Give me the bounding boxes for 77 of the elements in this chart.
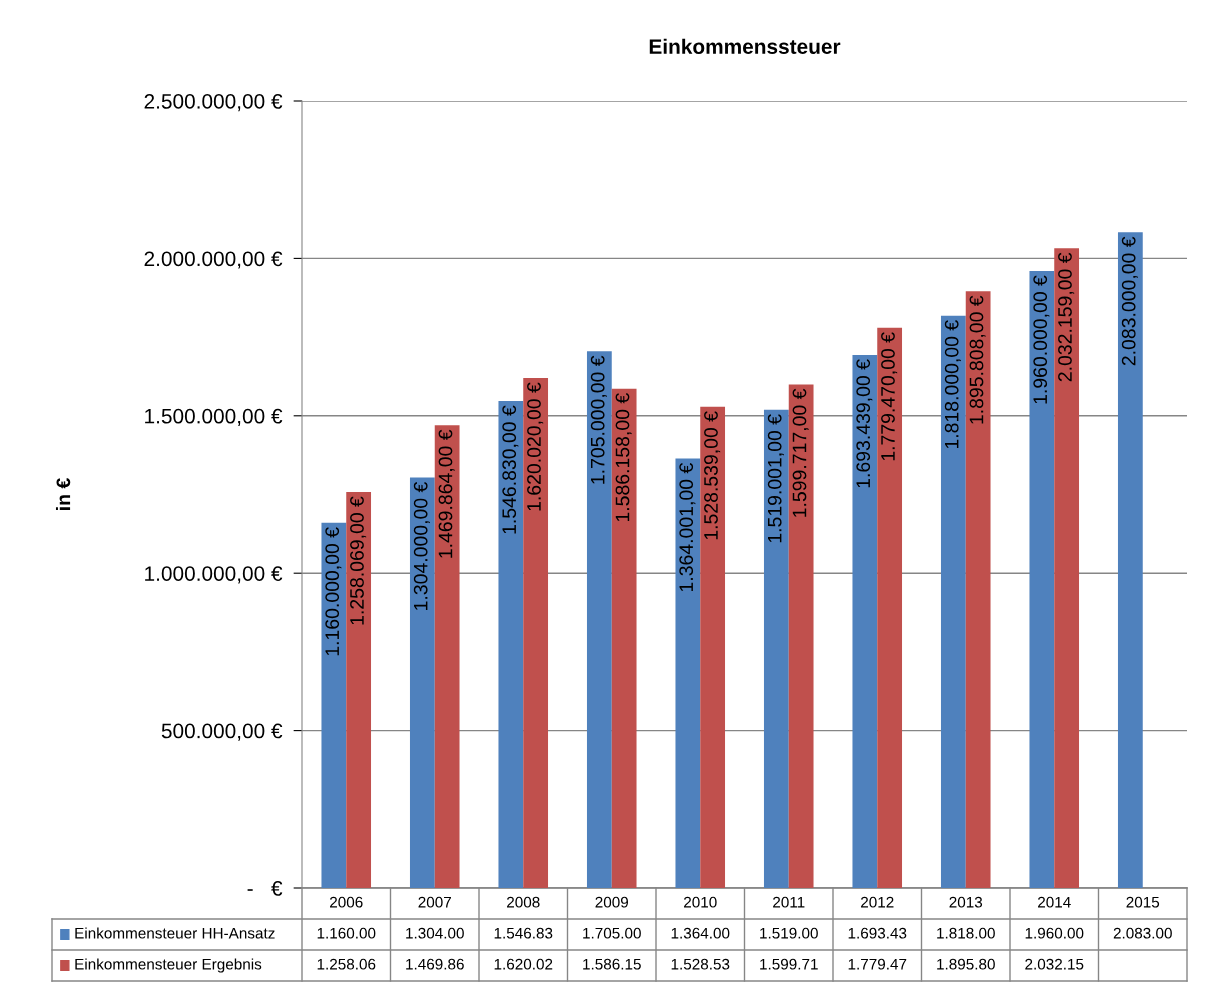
bar bbox=[1054, 248, 1080, 888]
text: 1.818.00 bbox=[937, 927, 995, 939]
x-tick-label: 2009 bbox=[595, 896, 629, 908]
text: 2.032.15 bbox=[1025, 958, 1084, 970]
data-label: 1.258.069,00 € bbox=[350, 496, 367, 625]
x-tick-label: 2010 bbox=[684, 896, 717, 908]
text: 1.528.53 bbox=[671, 958, 730, 970]
x-tick-label: 2013 bbox=[949, 896, 983, 908]
bar bbox=[409, 477, 435, 888]
data-label: 1.160.000,00 € bbox=[325, 527, 342, 656]
legend-label: Einkommensteuer HH-Ansatz bbox=[75, 927, 275, 939]
bar bbox=[434, 425, 460, 888]
bar bbox=[700, 406, 726, 888]
data-label: 1.599.717,00 € bbox=[792, 388, 809, 517]
data-label: 1.586.158,00 € bbox=[615, 393, 632, 522]
y-axis-title: in € bbox=[55, 478, 71, 510]
data-label: 1.960.000,00 € bbox=[1033, 275, 1050, 404]
bar bbox=[1117, 232, 1143, 888]
x-tick-label: 2012 bbox=[861, 896, 894, 908]
data-label: 1.546.830,00 € bbox=[502, 405, 519, 534]
data-label: 1.620.020,00 € bbox=[527, 382, 544, 511]
data-label: 1.519.001,00 € bbox=[767, 414, 784, 543]
data-label: 1.304.000,00 € bbox=[413, 481, 430, 610]
data-label: 1.705.000,00 € bbox=[590, 355, 607, 484]
chart-title: Einkommenssteuer bbox=[649, 38, 841, 54]
bar bbox=[940, 315, 966, 888]
bar bbox=[1029, 270, 1055, 888]
data-label: 1.469.864,00 € bbox=[438, 429, 455, 558]
x-tick-label: 2011 bbox=[773, 896, 805, 908]
text: 1.779.47 bbox=[848, 958, 907, 970]
bar bbox=[852, 354, 878, 888]
bar bbox=[788, 384, 814, 888]
text: 1.895.80 bbox=[937, 958, 995, 970]
bar bbox=[675, 458, 701, 888]
bar bbox=[346, 491, 372, 888]
data-label: 1.364.001,00 € bbox=[679, 463, 696, 592]
x-tick-label: 2014 bbox=[1038, 896, 1071, 908]
text: 1.693.43 bbox=[848, 927, 907, 939]
x-tick-label: 2006 bbox=[330, 896, 363, 908]
text: 1.304.00 bbox=[406, 927, 464, 939]
y-tick-label: 500.000,00 € bbox=[161, 723, 283, 741]
x-tick-label: 2008 bbox=[507, 896, 540, 908]
bar bbox=[763, 409, 789, 888]
x-tick-label: 2015 bbox=[1126, 896, 1160, 908]
text: 1.705.00 bbox=[583, 927, 641, 939]
bar bbox=[586, 351, 612, 888]
text: 1.469.86 bbox=[406, 958, 464, 970]
x-tick-label: 2007 bbox=[418, 896, 451, 908]
data-label: 1.693.439,00 € bbox=[856, 359, 873, 488]
legend-label: Einkommensteuer Ergebnis bbox=[75, 958, 262, 973]
bar bbox=[877, 327, 903, 888]
bar bbox=[498, 401, 524, 888]
text: 1.546.83 bbox=[494, 927, 553, 939]
text: 1.960.00 bbox=[1025, 927, 1084, 939]
text: 1.519.00 bbox=[760, 927, 818, 939]
bar bbox=[523, 378, 549, 888]
text: 1.599.71 bbox=[760, 958, 818, 970]
data-label: 1.818.000,00 € bbox=[944, 320, 961, 449]
text: 2.083.00 bbox=[1113, 927, 1172, 939]
y-tick-label: 2.000.000,00 € bbox=[144, 251, 283, 269]
text: 1.586.15 bbox=[583, 958, 641, 970]
text: 1.258.06 bbox=[317, 958, 376, 970]
text: 1.364.00 bbox=[671, 927, 730, 939]
y-tick-label: 1.500.000,00 € bbox=[145, 408, 283, 427]
y-tick-label: 1.000.000,00 € bbox=[145, 566, 283, 584]
data-label: 1.895.808,00 € bbox=[969, 295, 986, 424]
text: 1.160.00 bbox=[317, 927, 376, 939]
bar bbox=[321, 522, 347, 888]
data-label: 2.083.000,00 € bbox=[1121, 236, 1138, 366]
data-label: 2.032.159,00 € bbox=[1058, 252, 1075, 382]
bar bbox=[611, 388, 637, 888]
text: 1.620.02 bbox=[494, 958, 553, 970]
y-tick-label: 2.500.000,00 € bbox=[144, 94, 283, 112]
data-label: 1.528.539,00 € bbox=[704, 411, 721, 540]
y-tick-label: - € bbox=[247, 881, 283, 896]
bar bbox=[965, 291, 991, 888]
data-label: 1.779.470,00 € bbox=[881, 332, 898, 461]
